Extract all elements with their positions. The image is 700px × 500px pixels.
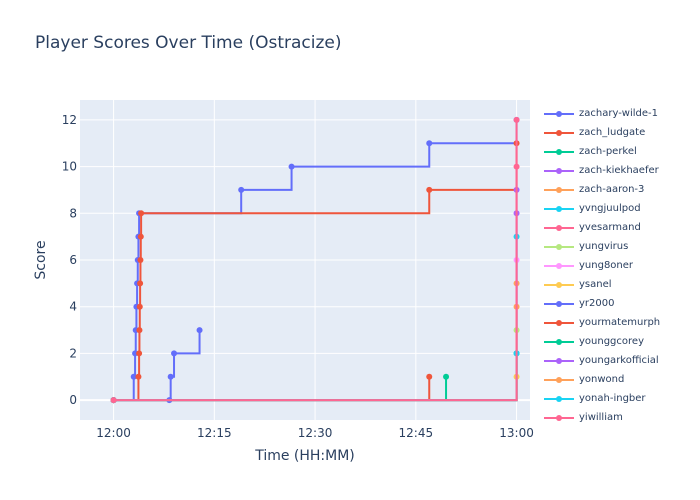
legend-swatch bbox=[544, 204, 574, 214]
legend-item[interactable]: yung8oner bbox=[544, 256, 633, 275]
legend-item[interactable]: youngarkofficial bbox=[544, 351, 659, 370]
data-point[interactable] bbox=[135, 373, 142, 380]
data-point[interactable] bbox=[288, 163, 295, 170]
legend-swatch bbox=[544, 109, 574, 119]
data-point[interactable] bbox=[130, 373, 137, 380]
x-axis-title: Time (HH:MM) bbox=[254, 448, 355, 464]
legend-swatch bbox=[544, 413, 574, 423]
legend-item[interactable]: younggcorey bbox=[544, 332, 644, 351]
legend: zachary-wilde-1 zach_ludgate zach-perkel za… bbox=[544, 104, 694, 422]
legend-swatch bbox=[544, 147, 574, 157]
legend-label: zach_ludgate bbox=[579, 127, 646, 138]
data-point[interactable] bbox=[426, 140, 433, 147]
legend-swatch bbox=[544, 223, 574, 233]
series-yiwilliam[interactable] bbox=[110, 116, 520, 404]
legend-label: ysanel bbox=[579, 279, 612, 290]
y-tick-label: 10 bbox=[62, 160, 77, 174]
legend-item[interactable]: zach_ludgate bbox=[544, 123, 645, 142]
data-point[interactable] bbox=[136, 327, 143, 334]
legend-label: younggcorey bbox=[579, 336, 644, 347]
legend-label: yonah-ingber bbox=[579, 393, 646, 404]
legend-item[interactable]: zach-perkel bbox=[544, 142, 637, 161]
x-tick-label: 12:30 bbox=[298, 426, 333, 440]
data-point[interactable] bbox=[171, 350, 178, 357]
chart-title: Player Scores Over Time (Ostracize) bbox=[35, 33, 342, 53]
data-point[interactable] bbox=[443, 373, 450, 380]
data-point[interactable] bbox=[136, 303, 143, 310]
data-point[interactable] bbox=[513, 116, 520, 123]
data-point[interactable] bbox=[238, 186, 245, 193]
legend-item[interactable]: yungvirus bbox=[544, 237, 628, 256]
legend-swatch bbox=[544, 166, 574, 176]
data-point[interactable] bbox=[137, 257, 144, 263]
legend-item[interactable]: yiwilliam bbox=[544, 408, 623, 422]
legend-label: yungvirus bbox=[579, 241, 629, 252]
legend-item[interactable]: yr2000 bbox=[544, 294, 614, 313]
legend-swatch bbox=[544, 394, 574, 404]
data-point[interactable] bbox=[426, 373, 433, 380]
legend-item[interactable]: zach-aaron-3 bbox=[544, 180, 644, 199]
y-tick-label: 6 bbox=[69, 253, 77, 267]
y-axis-title: Score bbox=[33, 240, 49, 279]
x-tick-label: 12:00 bbox=[96, 426, 131, 440]
legend-label: yvesarmand bbox=[579, 222, 641, 233]
legend-swatch bbox=[544, 318, 574, 328]
legend-label: youngarkofficial bbox=[579, 355, 659, 366]
data-point[interactable] bbox=[136, 350, 143, 357]
legend-swatch bbox=[544, 185, 574, 195]
data-point[interactable] bbox=[196, 327, 203, 334]
data-point[interactable] bbox=[137, 233, 144, 240]
legend-item[interactable]: yvesarmand bbox=[544, 218, 641, 237]
y-tick-label: 12 bbox=[62, 113, 77, 127]
y-tick-label: 0 bbox=[69, 393, 77, 407]
legend-label: zachary-wilde-1 bbox=[579, 108, 659, 119]
legend-swatch bbox=[544, 128, 574, 138]
legend-item[interactable]: zach-kiekhaefer bbox=[544, 161, 659, 180]
legend-label: zach-kiekhaefer bbox=[579, 165, 659, 176]
legend-swatch bbox=[544, 299, 574, 309]
y-tick-label: 8 bbox=[69, 206, 77, 220]
legend-item[interactable]: zachary-wilde-1 bbox=[544, 104, 658, 123]
y-tick-label: 4 bbox=[69, 300, 77, 314]
data-point[interactable] bbox=[110, 397, 117, 404]
legend-swatch bbox=[544, 356, 574, 366]
data-point[interactable] bbox=[137, 280, 144, 287]
legend-label: yung8oner bbox=[579, 260, 634, 271]
legend-swatch bbox=[544, 337, 574, 347]
x-tick-label: 12:15 bbox=[197, 426, 232, 440]
legend-label: zach-aaron-3 bbox=[579, 184, 645, 195]
legend-label: yonwond bbox=[579, 374, 625, 385]
legend-item[interactable]: ysanel bbox=[544, 275, 612, 294]
legend-swatch bbox=[544, 375, 574, 385]
legend-item[interactable]: yvngjuulpod bbox=[544, 199, 641, 218]
legend-label: yr2000 bbox=[579, 298, 615, 309]
series-line bbox=[113, 119, 518, 402]
legend-swatch bbox=[544, 280, 574, 290]
legend-label: yourmatemurph bbox=[579, 317, 661, 328]
x-tick-label: 12:45 bbox=[399, 426, 434, 440]
y-tick-label: 2 bbox=[69, 346, 77, 360]
legend-label: zach-perkel bbox=[579, 146, 637, 157]
legend-swatch bbox=[544, 261, 574, 271]
tick-labels: 0 2 4 6 8 10 12 12:00 12:15 12:30 12:45 13:00 bbox=[62, 113, 534, 440]
legend-swatch bbox=[544, 242, 574, 252]
data-point[interactable] bbox=[426, 186, 433, 193]
legend-label: yiwilliam bbox=[579, 412, 623, 422]
x-tick-label: 13:00 bbox=[499, 426, 534, 440]
data-point[interactable] bbox=[138, 210, 145, 217]
series-layer bbox=[110, 116, 520, 404]
legend-item[interactable]: yonwond bbox=[544, 370, 624, 389]
legend-item[interactable]: yonah-ingber bbox=[544, 389, 646, 408]
data-point[interactable] bbox=[167, 373, 174, 380]
legend-label: yvngjuulpod bbox=[579, 203, 641, 214]
legend-item[interactable]: yourmatemurph bbox=[544, 313, 660, 332]
